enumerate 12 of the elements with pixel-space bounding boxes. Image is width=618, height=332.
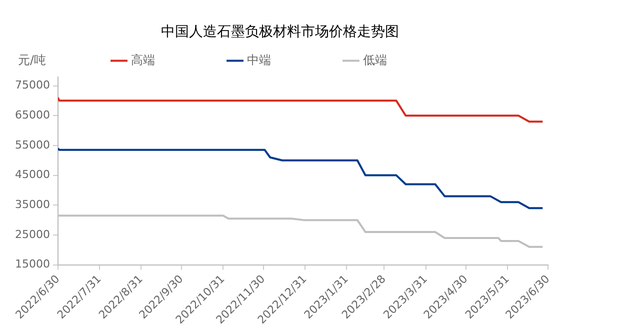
- legend-label: 高端: [131, 52, 215, 67]
- legend-label: 中端: [247, 52, 331, 67]
- y-tick-label: 25000: [14, 228, 50, 241]
- chart-title: 中国人造石墨负极材料市场价格走势图: [161, 24, 399, 40]
- y-tick-label: 35000: [14, 198, 50, 211]
- y-tick-label: 55000: [14, 138, 50, 152]
- legend-label: 低端: [363, 52, 447, 67]
- y-tick-label: 45000: [14, 168, 50, 182]
- y-tick-label: 15000: [14, 258, 50, 271]
- y-tick-label: 75000: [14, 78, 50, 92]
- y-axis-title: 元/吨: [18, 52, 46, 67]
- y-tick-label: 65000: [14, 108, 50, 122]
